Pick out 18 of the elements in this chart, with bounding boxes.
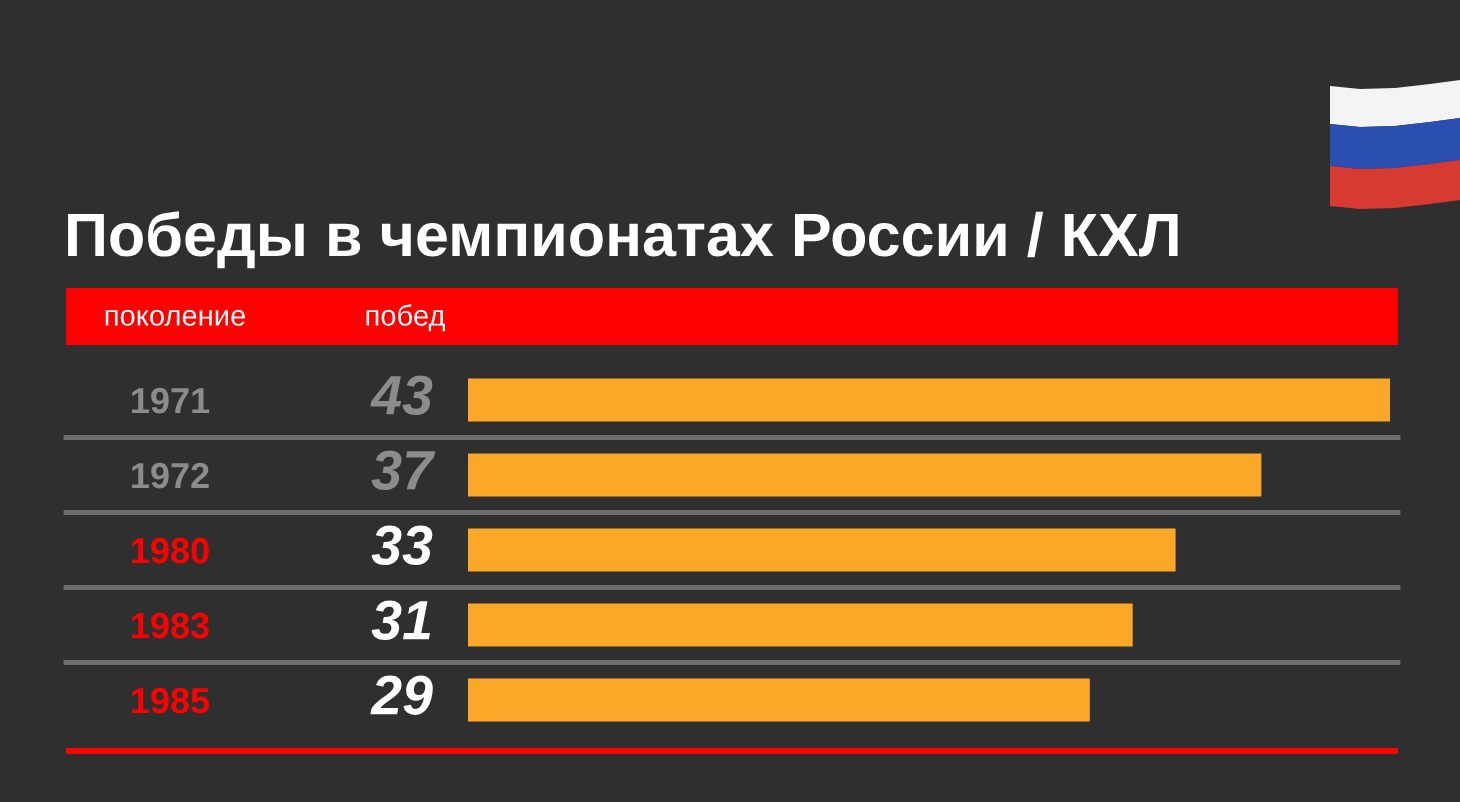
data-label: 31 bbox=[371, 600, 431, 640]
bar bbox=[468, 378, 1390, 422]
data-label: 29 bbox=[370, 675, 433, 715]
chart-title: Победы в чемпионатах России / КХЛ bbox=[68, 211, 1178, 269]
y-tick-label: 1983 bbox=[132, 612, 209, 639]
data-label: 33 bbox=[371, 525, 433, 565]
y-tick-label: 1980 bbox=[132, 537, 209, 564]
x-axis-title: побед bbox=[366, 304, 445, 332]
bar bbox=[468, 678, 1090, 722]
bar bbox=[468, 528, 1176, 572]
bar bbox=[468, 453, 1262, 497]
data-label: 37 bbox=[371, 450, 436, 490]
y-tick-label: 1985 bbox=[132, 687, 210, 714]
y-tick-label: 1972 bbox=[132, 462, 209, 489]
y-tick-label: 1971 bbox=[132, 387, 210, 414]
bar bbox=[468, 603, 1133, 647]
data-label: 43 bbox=[370, 375, 433, 415]
y-axis-title: поколение bbox=[105, 309, 245, 326]
